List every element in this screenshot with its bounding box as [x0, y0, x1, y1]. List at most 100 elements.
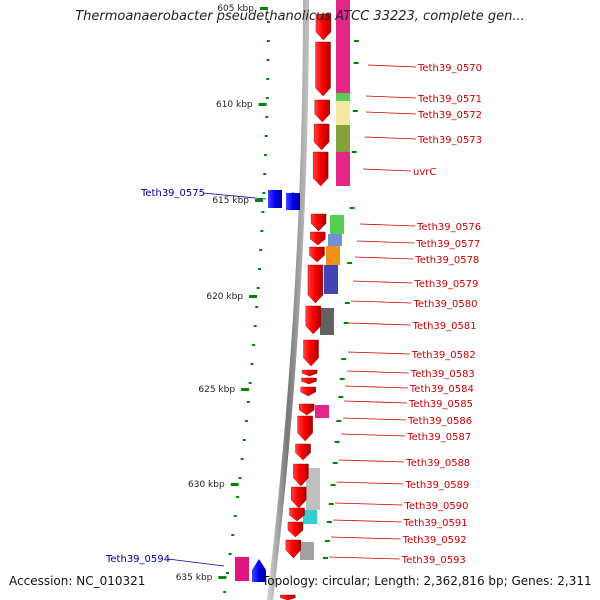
- cog-band: [324, 265, 338, 294]
- gene-leader-line: [343, 400, 408, 404]
- minor-tick: [322, 557, 328, 559]
- cog-band: [336, 101, 350, 125]
- gene-leader-line: [167, 558, 225, 567]
- forward-gene-arrow[interactable]: [312, 151, 329, 187]
- forward-gene-arrow[interactable]: [289, 507, 305, 522]
- gene-label[interactable]: Teth39_0591: [403, 518, 468, 529]
- reverse-gene-arrow[interactable]: [268, 190, 282, 208]
- minor-tick: [344, 302, 350, 304]
- gene-label[interactable]: Teth39_0590: [404, 501, 469, 512]
- gene-label[interactable]: Teth39_0583: [410, 369, 475, 380]
- scale-tick-label: 615 kbp: [212, 196, 249, 206]
- gene-label[interactable]: Teth39_0585: [408, 399, 473, 410]
- gene-label[interactable]: uvrC: [413, 167, 436, 178]
- forward-gene-arrow[interactable]: [300, 386, 316, 397]
- minor-tick: [260, 230, 264, 232]
- gene-label[interactable]: Teth39_0579: [413, 279, 478, 290]
- gene-leader-line: [328, 556, 400, 560]
- minor-tick: [262, 192, 266, 194]
- forward-gene-arrow[interactable]: [310, 231, 326, 246]
- gene-label[interactable]: Teth39_0572: [417, 110, 482, 121]
- gene-label[interactable]: Teth39_0577: [415, 239, 480, 250]
- minor-tick: [246, 401, 250, 403]
- gene-leader-line: [346, 370, 409, 374]
- gene-leader-line: [359, 223, 416, 227]
- forward-gene-arrow[interactable]: [285, 539, 302, 559]
- minor-tick: [256, 287, 260, 289]
- minor-tick: [244, 420, 248, 422]
- minor-tick: [336, 420, 342, 422]
- gene-leader-line: [348, 322, 411, 326]
- scale-tick-label: 635 kbp: [176, 573, 213, 583]
- forward-gene-arrow[interactable]: [301, 377, 317, 385]
- gene-leader-line: [354, 256, 414, 260]
- minor-tick: [266, 40, 270, 42]
- gene-label[interactable]: Teth39_0576: [416, 222, 481, 233]
- gene-label[interactable]: Teth39_0582: [411, 350, 476, 361]
- minor-tick: [263, 154, 267, 156]
- forward-gene-arrow[interactable]: [315, 13, 332, 41]
- forward-gene-arrow[interactable]: [310, 213, 327, 232]
- minor-tick: [257, 268, 261, 270]
- minor-tick: [253, 325, 257, 327]
- minor-tick: [338, 396, 344, 398]
- forward-gene-arrow[interactable]: [291, 486, 307, 509]
- gene-label[interactable]: Teth39_0592: [402, 535, 467, 546]
- forward-gene-arrow[interactable]: [313, 123, 330, 151]
- gene-label[interactable]: Teth39_0581: [412, 321, 477, 332]
- forward-gene-arrow[interactable]: [293, 463, 309, 487]
- cog-band: [336, 93, 350, 101]
- forward-gene-arrow[interactable]: [305, 305, 321, 335]
- minor-tick: [233, 515, 237, 517]
- gene-label[interactable]: Teth39_0571: [417, 94, 482, 105]
- cog-band: [336, 0, 350, 93]
- gene-label[interactable]: Teth39_0593: [401, 555, 466, 566]
- gene-leader-line: [356, 240, 415, 244]
- accession-label: Accession: NC_010321: [9, 574, 146, 588]
- cog-band: [326, 246, 340, 265]
- scale-tick-label: 620 kbp: [206, 292, 243, 302]
- cog-band: [315, 405, 329, 418]
- gene-label[interactable]: Teth39_0589: [404, 480, 469, 491]
- minor-tick: [255, 306, 259, 308]
- gene-leader-line: [334, 502, 403, 506]
- major-tick: [255, 199, 263, 202]
- forward-gene-arrow[interactable]: [299, 403, 315, 416]
- forward-gene-arrow[interactable]: [280, 594, 296, 600]
- cog-band: [336, 152, 350, 186]
- gene-label[interactable]: Teth39_0570: [417, 63, 482, 74]
- gene-label[interactable]: Teth39_0594: [105, 554, 170, 565]
- forward-gene-arrow[interactable]: [301, 369, 318, 377]
- minor-tick: [259, 249, 263, 251]
- minor-tick: [250, 363, 254, 365]
- gene-label[interactable]: Teth39_0584: [409, 384, 474, 395]
- minor-tick: [236, 496, 240, 498]
- forward-gene-arrow[interactable]: [303, 339, 319, 367]
- minor-tick: [343, 322, 349, 324]
- minor-tick: [266, 78, 270, 80]
- gene-label[interactable]: Teth39_0575: [140, 188, 205, 199]
- reverse-gene-arrow[interactable]: [252, 559, 266, 582]
- forward-gene-arrow[interactable]: [297, 415, 313, 442]
- gene-label[interactable]: Teth39_0587: [406, 432, 471, 443]
- forward-gene-arrow[interactable]: [295, 443, 311, 461]
- cog-band: [330, 215, 344, 234]
- gene-label[interactable]: Teth39_0573: [417, 135, 482, 146]
- gene-label[interactable]: Teth39_0580: [413, 299, 478, 310]
- forward-gene-arrow[interactable]: [315, 41, 331, 97]
- forward-gene-arrow[interactable]: [309, 246, 325, 263]
- reverse-gene-arrow[interactable]: [286, 192, 300, 210]
- cog-band: [336, 125, 350, 152]
- minor-tick: [353, 62, 359, 64]
- forward-gene-arrow[interactable]: [287, 521, 304, 538]
- cog-band: [300, 542, 314, 560]
- minor-tick: [264, 135, 268, 137]
- forward-gene-arrow[interactable]: [307, 264, 324, 304]
- gene-label[interactable]: Teth39_0578: [414, 255, 479, 266]
- gene-label[interactable]: Teth39_0588: [405, 458, 470, 469]
- forward-gene-arrow[interactable]: [314, 99, 330, 123]
- gene-label[interactable]: Teth39_0586: [407, 416, 472, 427]
- major-tick: [249, 295, 258, 298]
- major-tick: [241, 388, 250, 391]
- gene-leader-line: [336, 481, 404, 485]
